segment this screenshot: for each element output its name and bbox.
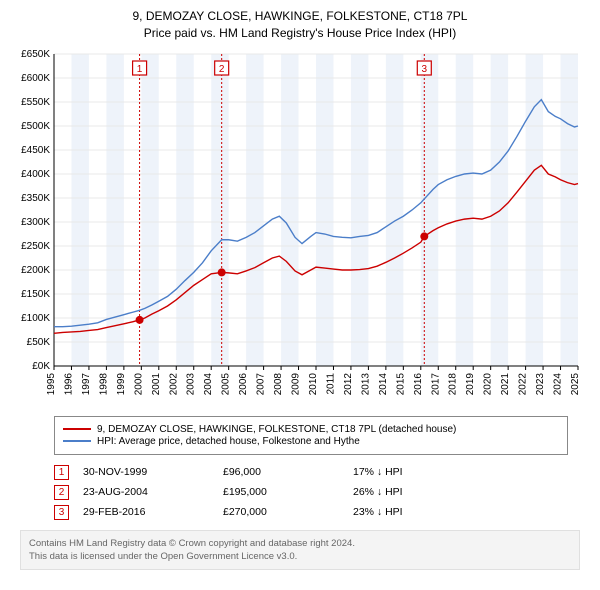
svg-text:£0K: £0K [32,361,50,372]
svg-text:£600K: £600K [21,73,50,84]
svg-text:2003: 2003 [186,372,197,395]
transaction-date: 23-AUG-2004 [83,486,223,498]
svg-text:£550K: £550K [21,97,50,108]
transaction-deviation: 23% ↓ HPI [353,506,403,518]
transaction-row: 2 23-AUG-2004£195,00026% ↓ HPI [54,485,568,500]
svg-text:2014: 2014 [378,372,389,395]
svg-text:2018: 2018 [448,372,459,395]
chart-title: 9, DEMOZAY CLOSE, HAWKINGE, FOLKESTONE, … [10,8,590,42]
svg-text:2008: 2008 [273,372,284,395]
svg-text:1996: 1996 [63,372,74,395]
svg-text:2012: 2012 [343,372,354,395]
svg-text:2: 2 [219,64,225,75]
transactions-table: 1 30-NOV-1999£96,00017% ↓ HPI 2 23-AUG-2004… [54,465,568,520]
svg-text:2005: 2005 [221,372,232,395]
transaction-marker: 3 [54,505,69,520]
svg-text:2015: 2015 [395,372,406,395]
svg-text:1997: 1997 [81,372,92,395]
transaction-marker: 1 [54,465,69,480]
legend-item: 9, DEMOZAY CLOSE, HAWKINGE, FOLKESTONE, … [63,424,559,435]
transaction-price: £270,000 [223,506,353,518]
legend-label: 9, DEMOZAY CLOSE, HAWKINGE, FOLKESTONE, … [97,424,456,435]
footer-note: Contains HM Land Registry data © Crown c… [20,530,580,571]
title-line-2: Price paid vs. HM Land Registry's House … [10,25,590,42]
svg-text:1995: 1995 [46,372,57,395]
transaction-deviation: 17% ↓ HPI [353,466,403,478]
svg-text:2024: 2024 [553,372,564,395]
price-chart: £0K £50K £100K £150K £200K £250K £300K £350K £40… [10,48,590,408]
legend-item: HPI: Average price, detached house, Folk… [63,436,559,447]
svg-text:£300K: £300K [21,217,50,228]
svg-text:2021: 2021 [500,372,511,395]
svg-text:£200K: £200K [21,265,50,276]
svg-text:1998: 1998 [98,372,109,395]
legend-label: HPI: Average price, detached house, Folk… [97,436,360,447]
svg-text:£250K: £250K [21,241,50,252]
svg-text:2022: 2022 [518,372,529,395]
svg-text:2007: 2007 [256,372,267,395]
svg-text:2019: 2019 [465,372,476,395]
transaction-deviation: 26% ↓ HPI [353,486,403,498]
svg-text:£650K: £650K [21,49,50,60]
svg-text:2001: 2001 [151,372,162,395]
legend: 9, DEMOZAY CLOSE, HAWKINGE, FOLKESTONE, … [54,416,568,455]
svg-text:1999: 1999 [116,372,127,395]
svg-text:1: 1 [137,64,143,75]
legend-swatch [63,428,91,430]
footer-line-1: Contains HM Land Registry data © Crown c… [29,537,571,550]
transaction-date: 30-NOV-1999 [83,466,223,478]
svg-text:£400K: £400K [21,169,50,180]
svg-text:2025: 2025 [570,372,581,395]
svg-text:2002: 2002 [168,372,179,395]
svg-text:2000: 2000 [133,372,144,395]
title-line-1: 9, DEMOZAY CLOSE, HAWKINGE, FOLKESTONE, … [10,8,590,25]
svg-text:2020: 2020 [483,372,494,395]
transaction-date: 29-FEB-2016 [83,506,223,518]
svg-text:3: 3 [422,64,428,75]
transaction-row: 1 30-NOV-1999£96,00017% ↓ HPI [54,465,568,480]
svg-text:2016: 2016 [413,372,424,395]
svg-text:£500K: £500K [21,121,50,132]
svg-text:2009: 2009 [291,372,302,395]
footer-line-2: This data is licensed under the Open Gov… [29,550,571,563]
svg-text:£350K: £350K [21,193,50,204]
legend-swatch [63,440,91,442]
svg-text:2011: 2011 [325,372,336,394]
svg-text:2017: 2017 [430,372,441,395]
svg-text:£150K: £150K [21,289,50,300]
svg-text:£100K: £100K [21,313,50,324]
svg-text:2010: 2010 [308,372,319,395]
transaction-row: 3 29-FEB-2016£270,00023% ↓ HPI [54,505,568,520]
svg-text:2006: 2006 [238,372,249,395]
svg-text:2013: 2013 [360,372,371,395]
svg-text:£50K: £50K [27,337,51,348]
svg-text:£450K: £450K [21,145,50,156]
transaction-price: £195,000 [223,486,353,498]
svg-text:2023: 2023 [535,372,546,395]
transaction-price: £96,000 [223,466,353,478]
transaction-marker: 2 [54,485,69,500]
svg-text:2004: 2004 [203,372,214,395]
